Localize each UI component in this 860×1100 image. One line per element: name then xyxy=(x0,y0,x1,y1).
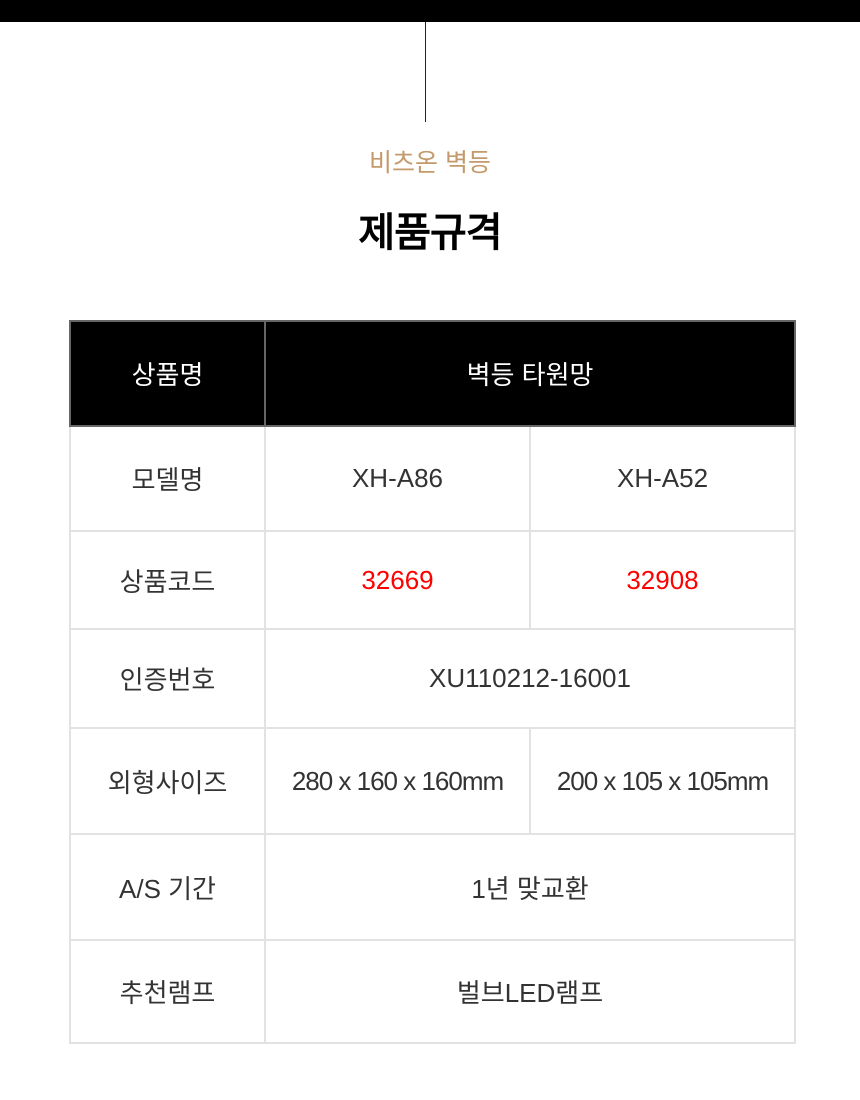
warranty-period: 1년 맞교환 xyxy=(263,833,797,941)
row-label: A/S 기간 xyxy=(69,833,266,941)
model-a86: XH-A86 xyxy=(264,425,531,532)
table-row: 인증번호 XU110212-16001 xyxy=(69,628,797,729)
product-name-label: 상품명 xyxy=(69,320,266,427)
row-label: 모델명 xyxy=(69,425,266,532)
table-row: 외형사이즈 280 x 160 x 160mm 200 x 105 x 105m… xyxy=(69,727,797,835)
subtitle: 비츠온 벽등 xyxy=(369,149,491,177)
table-row: 모델명 XH-A86 XH-A52 xyxy=(69,425,797,532)
spec-table: 상품명 벽등 타원망 모델명 XH-A86 XH-A52 상품코드 32669 … xyxy=(69,320,797,1044)
size-a52: 200 x 105 x 105mm xyxy=(528,727,797,835)
page-title: 제품규격 xyxy=(358,211,502,255)
table-row: A/S 기간 1년 맞교환 xyxy=(69,833,797,941)
product-code-a52: 32908 xyxy=(528,530,797,630)
model-a52: XH-A52 xyxy=(528,425,797,532)
table-row: 추천램프 벌브LED램프 xyxy=(69,939,797,1044)
size-a86: 280 x 160 x 160mm xyxy=(264,727,531,835)
row-label: 외형사이즈 xyxy=(69,727,266,835)
row-label: 인증번호 xyxy=(69,628,266,729)
divider-line xyxy=(425,22,426,122)
table-row: 상품코드 32669 32908 xyxy=(69,530,797,630)
certification-number: XU110212-16001 xyxy=(263,628,797,729)
row-label: 상품코드 xyxy=(69,530,266,630)
product-code-a86: 32669 xyxy=(264,530,531,630)
row-label: 추천램프 xyxy=(69,939,266,1044)
recommended-lamp: 벌브LED램프 xyxy=(263,939,797,1044)
product-name: 벽등 타원망 xyxy=(263,320,797,427)
table-header-row: 상품명 벽등 타원망 xyxy=(69,320,797,427)
top-bar xyxy=(0,0,860,22)
